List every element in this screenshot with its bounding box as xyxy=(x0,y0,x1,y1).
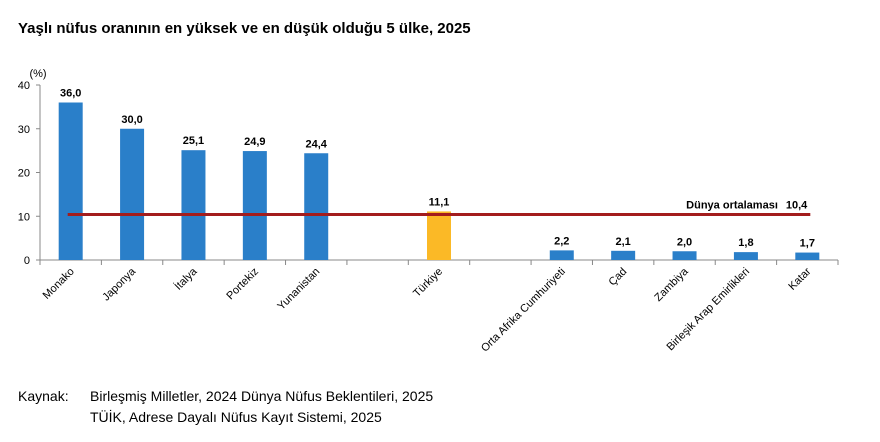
bar xyxy=(611,250,636,260)
source-label: Kaynak: xyxy=(18,388,69,404)
y-tick-label: 20 xyxy=(18,168,30,180)
bar-value-label: 36,0 xyxy=(60,88,81,100)
source-line-1: Birleşmiş Milletler, 2024 Dünya Nüfus Be… xyxy=(90,388,434,404)
category-label: Yunanistan xyxy=(275,266,322,313)
bar xyxy=(58,102,83,260)
average-line-value: 10,4 xyxy=(786,200,808,212)
category-label: Japonya xyxy=(100,265,139,304)
bar xyxy=(795,252,820,260)
source-line-2: TÜİK, Adrese Dayalı Nüfus Kayıt Sistemi,… xyxy=(90,409,382,425)
bar xyxy=(427,211,451,260)
y-tick-label: 30 xyxy=(18,124,30,136)
bar-value-label: 1,8 xyxy=(738,237,753,249)
x-axis xyxy=(39,259,839,265)
average-line-group: Dünya ortalaması 10,4 xyxy=(67,200,811,216)
bar xyxy=(181,150,206,260)
bar xyxy=(304,153,329,260)
bar-value-label: 2,2 xyxy=(554,235,569,247)
bar xyxy=(242,151,267,260)
bar-value-label: 11,1 xyxy=(429,196,450,208)
bar-value-label: 30,0 xyxy=(121,114,142,126)
bar xyxy=(549,250,574,260)
bar xyxy=(120,128,145,260)
y-tick-label: 40 xyxy=(18,80,30,92)
y-unit-label: (%) xyxy=(29,68,46,80)
y-tick-label: 10 xyxy=(18,211,30,223)
bars: 36,0 Monako 30,0 Japonya 25,1 İtalya 24,9 Porte… xyxy=(41,88,820,355)
bar xyxy=(733,252,758,260)
bar-value-label: 2,1 xyxy=(616,236,631,248)
bar-chart: (%) 0 10 20 30 40 36,0 Monako 30,0 Japonya 25,1 İ… xyxy=(18,68,839,355)
category-label: İtalya xyxy=(172,264,200,292)
bar-value-label: 25,1 xyxy=(183,135,204,147)
category-label: Zambiya xyxy=(652,265,691,304)
category-label: Türkiye xyxy=(411,266,445,300)
category-label: Portekiz xyxy=(224,266,261,303)
chart-title: Yaşlı nüfus oranının en yüksek ve en düş… xyxy=(18,20,471,37)
average-line-label: Dünya ortalaması 10,4 xyxy=(686,200,808,212)
bar-value-label: 2,0 xyxy=(677,236,692,248)
category-label: Katar xyxy=(786,265,813,292)
bar xyxy=(672,251,697,260)
category-label: Monako xyxy=(41,266,77,302)
bar-value-label: 24,9 xyxy=(244,136,265,148)
category-label: Çad xyxy=(607,266,630,289)
y-axis: 0 10 20 30 40 xyxy=(18,80,41,267)
source-note: Kaynak: Birleşmiş Milletler, 2024 Dünya … xyxy=(18,386,433,428)
average-line-name: Dünya ortalaması xyxy=(686,200,778,212)
category-label: Orta Afrika Cumhuriyeti xyxy=(479,266,568,355)
y-tick-label: 0 xyxy=(24,255,30,267)
bar-value-label: 1,7 xyxy=(800,238,815,250)
bar-value-label: 24,4 xyxy=(306,138,328,150)
